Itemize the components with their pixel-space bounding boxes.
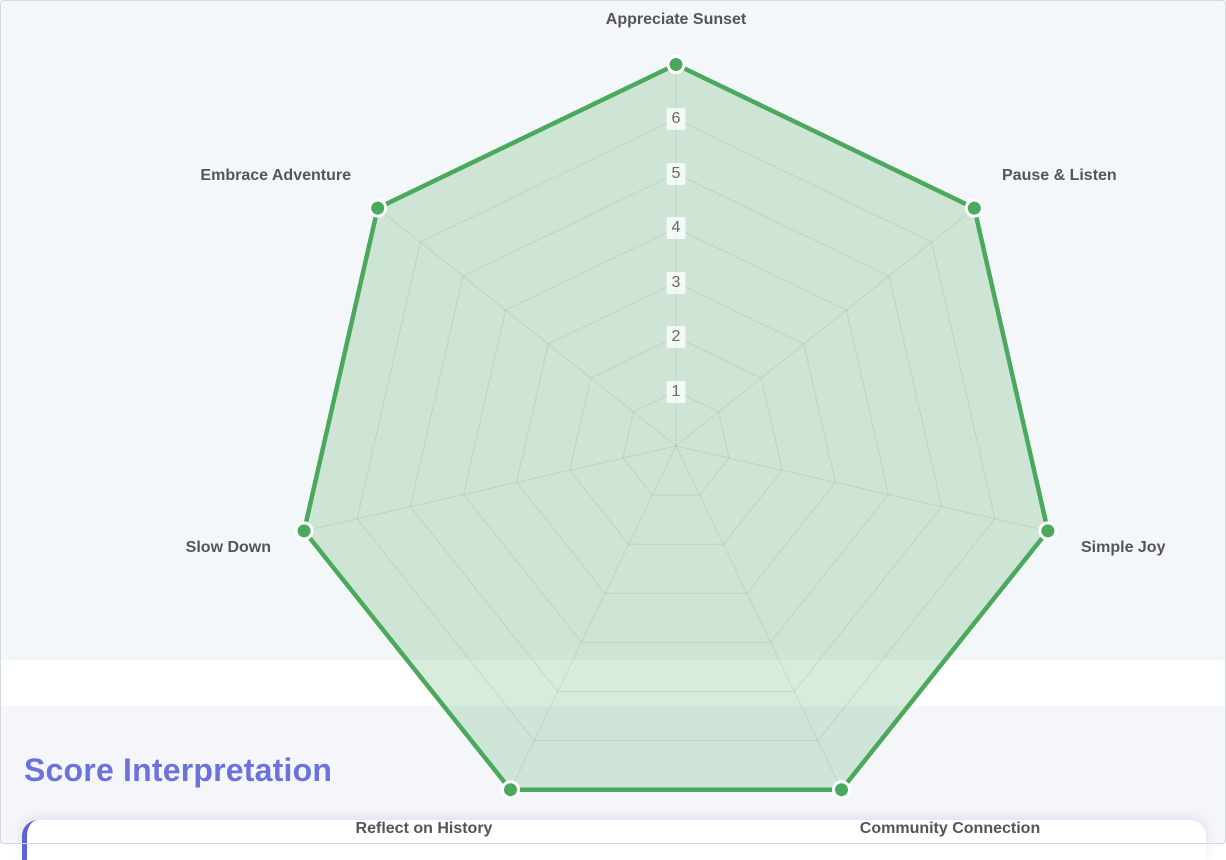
point-label: Simple Joy [1081, 539, 1166, 556]
point-label: Slow Down [185, 539, 271, 556]
data-polygon [301, 62, 1051, 792]
tick-label: 6 [666, 108, 686, 130]
grid-ring [569, 336, 783, 545]
data-point[interactable] [666, 55, 686, 74]
axis-spoke [303, 445, 677, 532]
data-point[interactable] [964, 198, 984, 218]
data-point[interactable] [294, 521, 314, 541]
grid-ring [516, 281, 836, 594]
data-point[interactable] [832, 780, 851, 800]
grid-ring [356, 118, 996, 742]
point-label: Pause & Listen [1002, 167, 1117, 184]
section-title: Score Interpretation [24, 752, 333, 788]
tick-label: 3 [666, 271, 686, 294]
tick-label: 4 [666, 217, 686, 239]
axis-spoke [377, 207, 677, 447]
point-label: Appreciate Sunset [605, 11, 747, 28]
point-label: Community Connection [859, 820, 1041, 837]
axis-spoke [510, 445, 677, 790]
axis-spoke [675, 207, 975, 447]
data-point[interactable] [501, 780, 520, 800]
radar-chart-section-background [0, 0, 1226, 660]
tick-label: 2 [666, 326, 686, 348]
grid-ring [409, 172, 943, 692]
data-point[interactable] [368, 198, 388, 218]
axis-spoke [675, 445, 842, 790]
axis-spoke [675, 445, 1049, 532]
tick-label: 1 [666, 380, 686, 403]
data-point[interactable] [1038, 521, 1058, 541]
point-label: Reflect on History [355, 820, 493, 837]
grid-ring [462, 227, 890, 643]
tick-label: 5 [666, 162, 686, 185]
grid-ring [622, 390, 730, 496]
point-label: Embrace Adventure [200, 167, 351, 184]
